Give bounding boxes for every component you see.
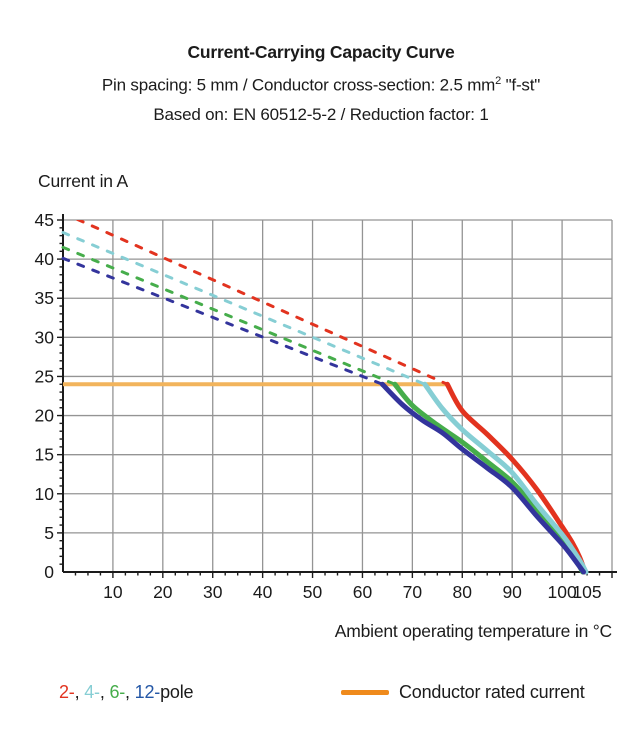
chart-title: Current-Carrying Capacity Curve <box>187 42 455 62</box>
svg-text:10: 10 <box>35 484 55 504</box>
legend-rated-current: Conductor rated current <box>341 682 585 703</box>
axes <box>62 214 617 573</box>
series-6-pole-solid <box>392 381 586 575</box>
x-axis-title: Ambient operating temperature in °C <box>334 621 612 641</box>
svg-text:15: 15 <box>35 445 54 465</box>
svg-text:45: 45 <box>35 210 54 230</box>
svg-text:20: 20 <box>153 582 173 602</box>
legend-item-12-pole: 12- <box>134 682 161 702</box>
svg-text:80: 80 <box>453 582 473 602</box>
svg-text:30: 30 <box>35 327 55 347</box>
svg-text:60: 60 <box>353 582 373 602</box>
svg-text:5: 5 <box>44 523 54 543</box>
legend-separator: , <box>99 682 110 702</box>
svg-text:25: 25 <box>35 366 54 386</box>
legend-item-2-pole: 2- <box>59 682 75 702</box>
chart-subtitle-2: Based on: EN 60512-5-2 / Reduction facto… <box>153 104 489 124</box>
svg-text:105: 105 <box>572 582 601 602</box>
svg-text:35: 35 <box>35 288 54 308</box>
chart-subtitle-1: Pin spacing: 5 mm / Conductor cross-sect… <box>101 75 541 95</box>
svg-text:40: 40 <box>35 249 55 269</box>
series-6-pole-dashed <box>61 245 397 386</box>
axis-ticks <box>57 219 613 578</box>
legend-poles: 2-, 4-, 6-, 12-pole <box>59 682 194 703</box>
rated-current-swatch <box>341 690 389 695</box>
chart-header: Current-Carrying Capacity Curve Pin spac… <box>0 38 642 129</box>
svg-text:10: 10 <box>103 582 123 602</box>
svg-text:90: 90 <box>502 582 522 602</box>
legend-separator: , <box>125 682 135 702</box>
series-4-pole-solid <box>422 381 589 575</box>
svg-text:20: 20 <box>35 406 55 426</box>
legend-item-4-pole: 4- <box>84 682 100 702</box>
legend-suffix: pole <box>160 682 194 702</box>
svg-text:70: 70 <box>403 582 423 602</box>
series-12-pole-dashed <box>61 256 384 386</box>
series-4-pole-dashed <box>61 231 427 386</box>
svg-text:0: 0 <box>44 562 54 582</box>
series-2-pole-dashed <box>75 220 449 386</box>
svg-text:100: 100 <box>547 582 576 602</box>
rated-current-label: Conductor rated current <box>399 682 585 702</box>
series-12-pole-solid <box>379 381 587 575</box>
gridlines <box>63 219 613 572</box>
svg-text:50: 50 <box>303 582 323 602</box>
legend-item-6-pole: 6- <box>109 682 126 702</box>
series-curves <box>61 220 589 575</box>
y-axis-title: Current in A <box>38 171 129 191</box>
legend-separator: , <box>74 682 85 702</box>
svg-text:40: 40 <box>253 582 273 602</box>
svg-text:30: 30 <box>203 582 223 602</box>
